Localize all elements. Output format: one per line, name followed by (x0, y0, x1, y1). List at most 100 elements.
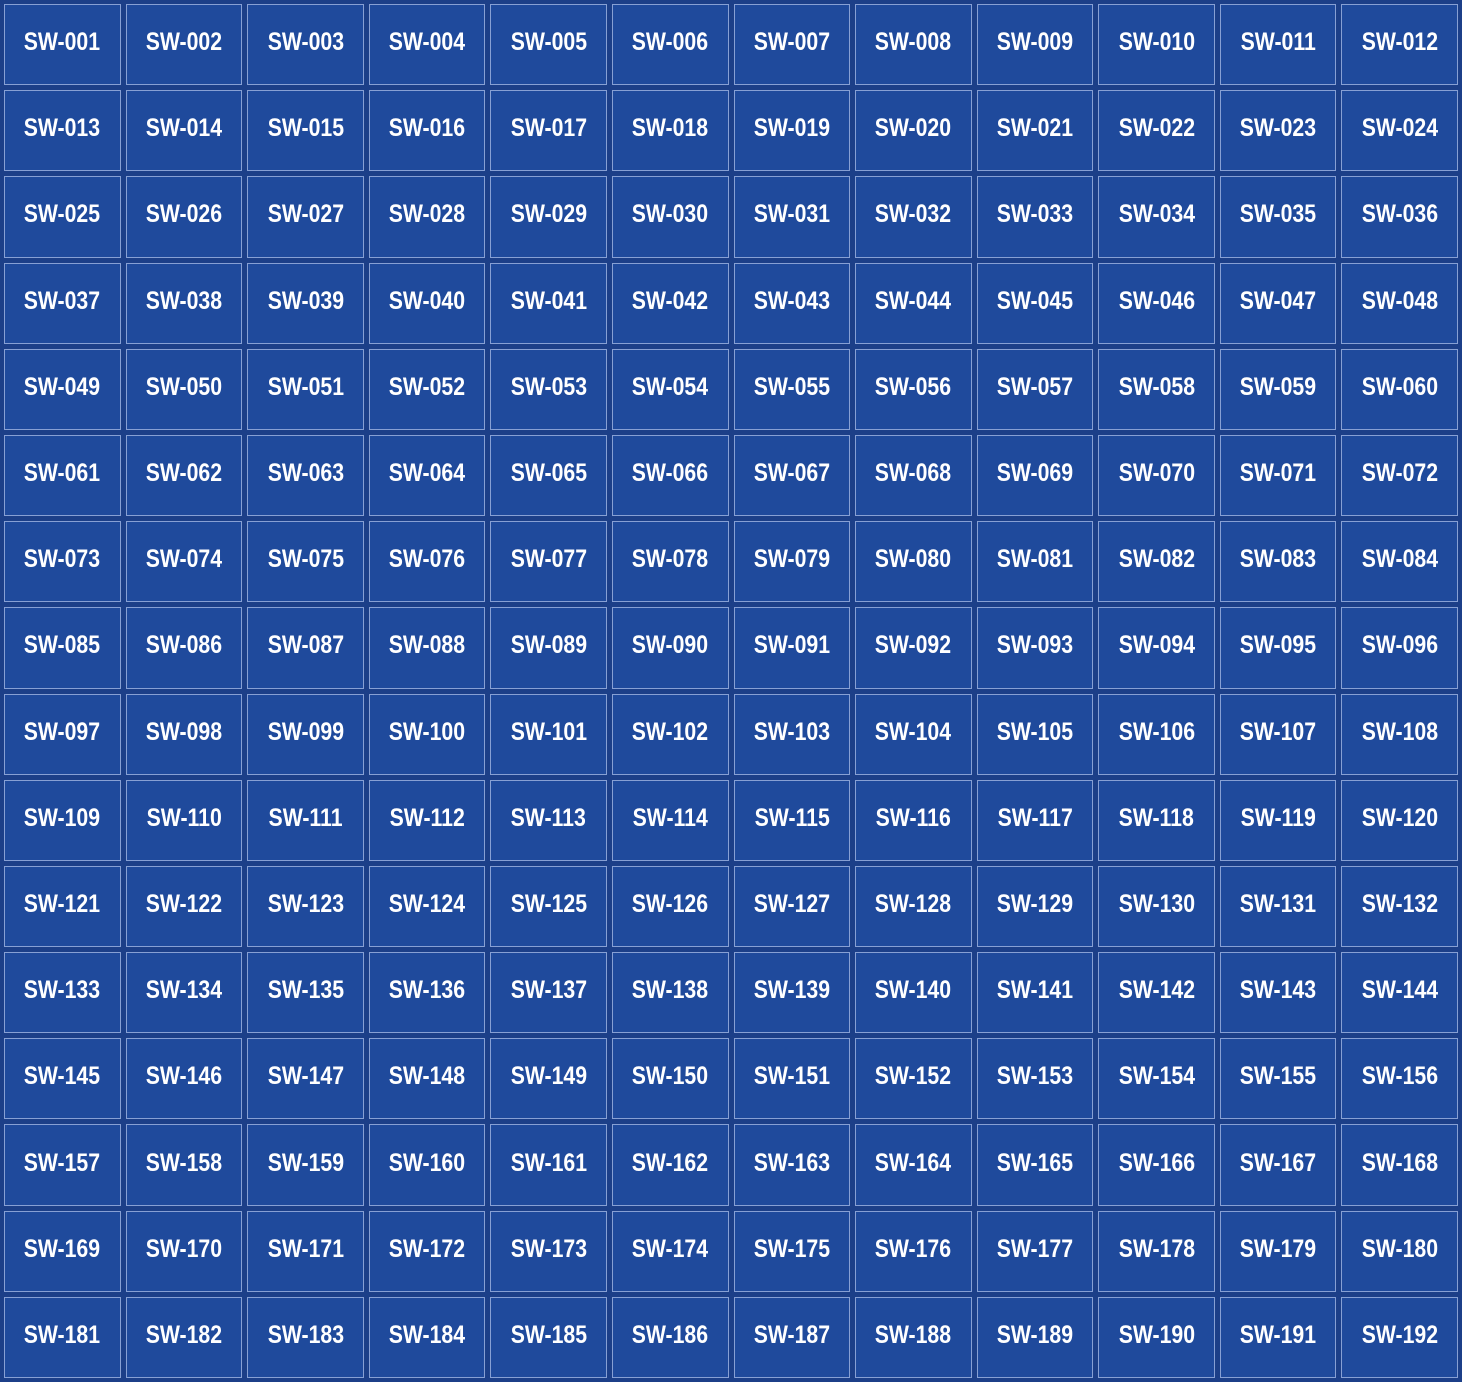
cell-sw-148[interactable]: SW-148 (368, 1038, 486, 1120)
cell-sw-028[interactable]: SW-028 (368, 176, 486, 258)
cell-sw-142[interactable]: SW-142 (1098, 952, 1215, 1034)
cell-sw-049[interactable]: SW-049 (4, 348, 121, 430)
cell-sw-005[interactable]: SW-005 (490, 4, 607, 86)
cell-sw-110[interactable]: SW-110 (125, 779, 243, 861)
cell-sw-021[interactable]: SW-021 (976, 90, 1094, 172)
cell-sw-170[interactable]: SW-170 (125, 1210, 243, 1292)
cell-sw-100[interactable]: SW-100 (368, 693, 486, 775)
cell-sw-065[interactable]: SW-065 (490, 434, 607, 517)
cell-sw-071[interactable]: SW-071 (1219, 434, 1337, 517)
cell-sw-153[interactable]: SW-153 (976, 1038, 1094, 1120)
cell-sw-144[interactable]: SW-144 (1341, 952, 1458, 1034)
cell-sw-187[interactable]: SW-187 (733, 1296, 851, 1378)
cell-sw-160[interactable]: SW-160 (368, 1124, 486, 1206)
cell-sw-136[interactable]: SW-136 (368, 952, 486, 1034)
cell-sw-174[interactable]: SW-174 (611, 1210, 729, 1292)
cell-sw-059[interactable]: SW-059 (1219, 348, 1337, 430)
cell-sw-183[interactable]: SW-183 (247, 1296, 364, 1378)
cell-sw-064[interactable]: SW-064 (368, 434, 486, 517)
cell-sw-134[interactable]: SW-134 (125, 952, 243, 1034)
cell-sw-008[interactable]: SW-008 (855, 4, 972, 86)
cell-sw-083[interactable]: SW-083 (1219, 521, 1337, 603)
cell-sw-104[interactable]: SW-104 (855, 693, 972, 775)
cell-sw-089[interactable]: SW-089 (490, 607, 607, 689)
cell-sw-099[interactable]: SW-099 (247, 693, 364, 775)
cell-sw-150[interactable]: SW-150 (611, 1038, 729, 1120)
cell-sw-112[interactable]: SW-112 (368, 779, 486, 861)
cell-sw-115[interactable]: SW-115 (733, 779, 851, 861)
cell-sw-189[interactable]: SW-189 (976, 1296, 1094, 1378)
cell-sw-113[interactable]: SW-113 (490, 779, 607, 861)
cell-sw-001[interactable]: SW-001 (4, 4, 121, 86)
cell-sw-060[interactable]: SW-060 (1341, 348, 1458, 430)
cell-sw-048[interactable]: SW-048 (1341, 262, 1458, 344)
cell-sw-133[interactable]: SW-133 (4, 952, 121, 1034)
cell-sw-006[interactable]: SW-006 (611, 4, 729, 86)
cell-sw-034[interactable]: SW-034 (1098, 176, 1215, 258)
cell-sw-169[interactable]: SW-169 (4, 1210, 121, 1292)
cell-sw-057[interactable]: SW-057 (976, 348, 1094, 430)
cell-sw-127[interactable]: SW-127 (733, 865, 851, 948)
cell-sw-012[interactable]: SW-012 (1341, 4, 1458, 86)
cell-sw-009[interactable]: SW-009 (976, 4, 1094, 86)
cell-sw-119[interactable]: SW-119 (1219, 779, 1337, 861)
cell-sw-102[interactable]: SW-102 (611, 693, 729, 775)
cell-sw-132[interactable]: SW-132 (1341, 865, 1458, 948)
cell-sw-016[interactable]: SW-016 (368, 90, 486, 172)
cell-sw-121[interactable]: SW-121 (4, 865, 121, 948)
cell-sw-173[interactable]: SW-173 (490, 1210, 607, 1292)
cell-sw-061[interactable]: SW-061 (4, 434, 121, 517)
cell-sw-027[interactable]: SW-027 (247, 176, 364, 258)
cell-sw-129[interactable]: SW-129 (976, 865, 1094, 948)
cell-sw-164[interactable]: SW-164 (855, 1124, 972, 1206)
cell-sw-030[interactable]: SW-030 (611, 176, 729, 258)
cell-sw-004[interactable]: SW-004 (368, 4, 486, 86)
cell-sw-053[interactable]: SW-053 (490, 348, 607, 430)
cell-sw-046[interactable]: SW-046 (1098, 262, 1215, 344)
cell-sw-105[interactable]: SW-105 (976, 693, 1094, 775)
cell-sw-138[interactable]: SW-138 (611, 952, 729, 1034)
cell-sw-002[interactable]: SW-002 (125, 4, 243, 86)
cell-sw-095[interactable]: SW-095 (1219, 607, 1337, 689)
cell-sw-047[interactable]: SW-047 (1219, 262, 1337, 344)
cell-sw-166[interactable]: SW-166 (1098, 1124, 1215, 1206)
cell-sw-087[interactable]: SW-087 (247, 607, 364, 689)
cell-sw-139[interactable]: SW-139 (733, 952, 851, 1034)
cell-sw-143[interactable]: SW-143 (1219, 952, 1337, 1034)
cell-sw-175[interactable]: SW-175 (733, 1210, 851, 1292)
cell-sw-018[interactable]: SW-018 (611, 90, 729, 172)
cell-sw-070[interactable]: SW-070 (1098, 434, 1215, 517)
cell-sw-156[interactable]: SW-156 (1341, 1038, 1458, 1120)
cell-sw-032[interactable]: SW-032 (855, 176, 972, 258)
cell-sw-067[interactable]: SW-067 (733, 434, 851, 517)
cell-sw-077[interactable]: SW-077 (490, 521, 607, 603)
cell-sw-146[interactable]: SW-146 (125, 1038, 243, 1120)
cell-sw-122[interactable]: SW-122 (125, 865, 243, 948)
cell-sw-158[interactable]: SW-158 (125, 1124, 243, 1206)
cell-sw-019[interactable]: SW-019 (733, 90, 851, 172)
cell-sw-017[interactable]: SW-017 (490, 90, 607, 172)
cell-sw-118[interactable]: SW-118 (1098, 779, 1215, 861)
cell-sw-130[interactable]: SW-130 (1098, 865, 1215, 948)
cell-sw-073[interactable]: SW-073 (4, 521, 121, 603)
cell-sw-093[interactable]: SW-093 (976, 607, 1094, 689)
cell-sw-152[interactable]: SW-152 (855, 1038, 972, 1120)
cell-sw-123[interactable]: SW-123 (247, 865, 364, 948)
cell-sw-103[interactable]: SW-103 (733, 693, 851, 775)
cell-sw-085[interactable]: SW-085 (4, 607, 121, 689)
cell-sw-190[interactable]: SW-190 (1098, 1296, 1215, 1378)
cell-sw-063[interactable]: SW-063 (247, 434, 364, 517)
cell-sw-116[interactable]: SW-116 (855, 779, 972, 861)
cell-sw-069[interactable]: SW-069 (976, 434, 1094, 517)
cell-sw-126[interactable]: SW-126 (611, 865, 729, 948)
cell-sw-072[interactable]: SW-072 (1341, 434, 1458, 517)
cell-sw-128[interactable]: SW-128 (855, 865, 972, 948)
cell-sw-125[interactable]: SW-125 (490, 865, 607, 948)
cell-sw-007[interactable]: SW-007 (733, 4, 851, 86)
cell-sw-108[interactable]: SW-108 (1341, 693, 1458, 775)
cell-sw-090[interactable]: SW-090 (611, 607, 729, 689)
cell-sw-101[interactable]: SW-101 (490, 693, 607, 775)
cell-sw-171[interactable]: SW-171 (247, 1210, 364, 1292)
cell-sw-058[interactable]: SW-058 (1098, 348, 1215, 430)
cell-sw-045[interactable]: SW-045 (976, 262, 1094, 344)
